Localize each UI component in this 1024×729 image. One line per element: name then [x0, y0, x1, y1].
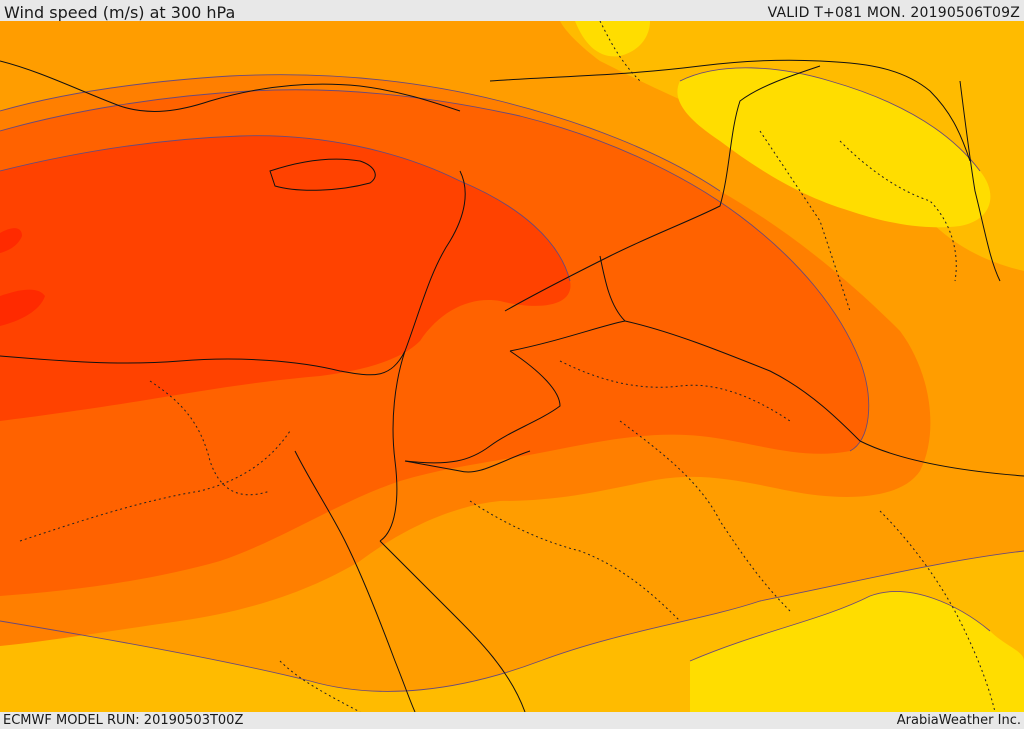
- wind-band-1-southeast: [690, 591, 1024, 712]
- credit-label: ArabiaWeather Inc.: [896, 713, 1021, 728]
- contour-lines: [0, 67, 1024, 692]
- map-panel[interactable]: [0, 21, 1024, 712]
- wind-band-2-northeast: [560, 21, 1024, 271]
- wind-speed-map: [0, 21, 1024, 712]
- header-bar: Wind speed (m/s) at 300 hPa VALID T+081 …: [0, 0, 1024, 22]
- political-borders: [404, 65, 1024, 477]
- wind-band-1-northeast: [677, 67, 991, 228]
- valid-time-label: VALID T+081 MON. 20190506T09Z: [767, 5, 1020, 21]
- map-title: Wind speed (m/s) at 300 hPa: [4, 3, 236, 22]
- wind-band-7-west: [0, 289, 45, 326]
- wind-band-1-north: [575, 21, 650, 57]
- coastlines: [0, 59, 971, 712]
- province-boundaries: [19, 21, 996, 712]
- wind-band-7-edge: [0, 228, 22, 253]
- model-run-label: ECMWF MODEL RUN: 20190503T00Z: [3, 713, 244, 728]
- wind-band-6: [0, 135, 571, 421]
- footer-bar: ECMWF MODEL RUN: 20190503T00Z ArabiaWeat…: [0, 712, 1024, 729]
